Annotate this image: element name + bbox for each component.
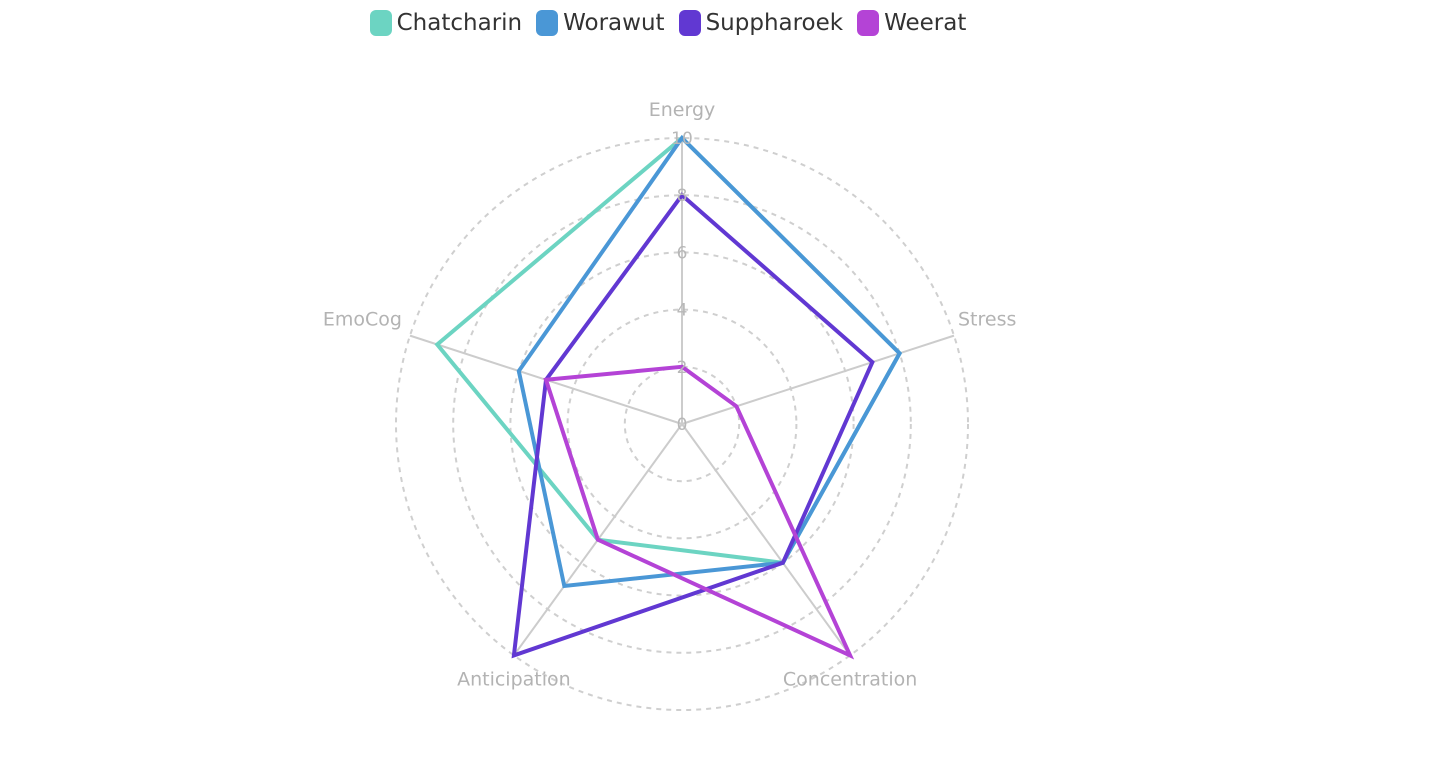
radar-series [434, 134, 903, 660]
axis-label-concentration: Concentration [783, 668, 917, 690]
legend-label: Chatcharin [396, 10, 523, 36]
spoke-concentration [681, 423, 851, 656]
legend-swatch [678, 10, 701, 36]
tick-label: 4 [677, 301, 688, 321]
legend-swatch [857, 10, 880, 36]
axis-label-emocog: EmoCog [323, 309, 402, 331]
radar-tick-labels: 0 2 4 6 8 10 [671, 129, 693, 435]
chart-legend: Chatcharin Worawut Suppharoek Weerat [0, 10, 1336, 36]
legend-label: Worawut [563, 10, 665, 36]
legend-swatch [536, 10, 559, 36]
grid-circle [452, 194, 912, 654]
legend-item-chatcharin[interactable]: Chatcharin [369, 10, 523, 36]
axis-label-anticipation: Anticipation [457, 668, 571, 690]
tick-label: 8 [677, 186, 688, 206]
grid-circle [623, 365, 741, 483]
grid-circle [395, 137, 969, 711]
tick-label: 6 [677, 243, 688, 263]
series-weerat [543, 364, 855, 660]
radar-axis-labels: Energy Stress Concentration Anticipation Emo… [323, 99, 1017, 690]
series-chatcharin [434, 135, 903, 565]
tick-label: 0 [677, 415, 688, 435]
tick-label: 2 [677, 358, 688, 378]
radar-grid [395, 137, 969, 711]
spoke-stress [681, 334, 955, 425]
legend-label: Suppharoek [705, 10, 844, 36]
legend-item-suppharoek[interactable]: Suppharoek [678, 10, 844, 36]
grid-circle [509, 251, 855, 597]
legend-item-worawut[interactable]: Worawut [536, 10, 665, 36]
series-suppharoek [511, 192, 875, 659]
axis-label-energy: Energy [649, 99, 716, 121]
legend-label: Weerat [884, 10, 967, 36]
legend-item-weerat[interactable]: Weerat [857, 10, 966, 36]
legend-swatch [369, 10, 392, 36]
tick-label: 10 [671, 129, 693, 149]
axis-label-stress: Stress [958, 309, 1016, 331]
